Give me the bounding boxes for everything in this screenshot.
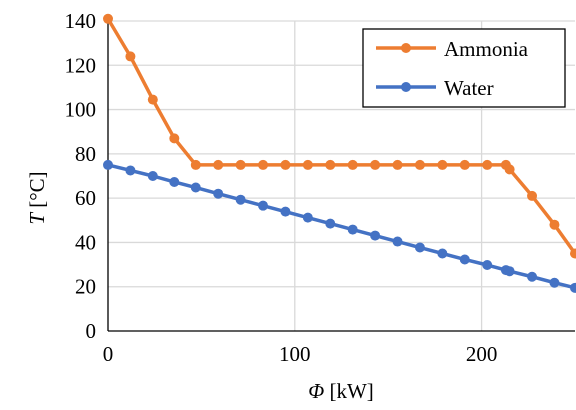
data-point-water bbox=[258, 200, 269, 211]
data-point-ammonia bbox=[235, 159, 246, 170]
x-axis-symbol: Φ bbox=[308, 379, 324, 403]
y-tick-label: 100 bbox=[65, 98, 97, 122]
legend-label-ammonia: Ammonia bbox=[444, 37, 529, 61]
data-point-water bbox=[570, 282, 576, 293]
x-tick-label: 100 bbox=[279, 342, 311, 366]
data-point-water bbox=[549, 277, 560, 288]
data-point-ammonia bbox=[125, 51, 136, 62]
data-point-ammonia bbox=[392, 159, 403, 170]
x-axis-label: Φ [kW] bbox=[308, 379, 374, 403]
data-point-ammonia bbox=[258, 159, 269, 170]
data-point-ammonia bbox=[213, 159, 224, 170]
y-tick-label: 80 bbox=[75, 142, 96, 166]
data-point-water bbox=[147, 171, 158, 181]
data-point-water bbox=[370, 230, 381, 241]
y-tick-label: 0 bbox=[86, 319, 97, 343]
data-point-ammonia bbox=[527, 190, 538, 201]
data-point-water bbox=[482, 260, 493, 271]
data-point-ammonia bbox=[302, 159, 313, 170]
x-tick-label: 0 bbox=[103, 342, 114, 366]
data-point-water bbox=[302, 212, 313, 223]
data-point-ammonia bbox=[459, 159, 470, 170]
legend: Ammonia Water bbox=[362, 28, 566, 108]
y-tick-label: 60 bbox=[75, 186, 96, 210]
x-axis-unit: [kW] bbox=[324, 379, 374, 403]
data-point-water bbox=[347, 224, 358, 235]
data-point-water bbox=[414, 242, 425, 253]
data-point-ammonia bbox=[437, 159, 448, 170]
data-point-ammonia bbox=[280, 159, 291, 170]
legend-item-ammonia: Ammonia bbox=[376, 37, 529, 61]
data-point-ammonia bbox=[370, 159, 381, 170]
x-tick-label: 200 bbox=[466, 342, 498, 366]
y-tick-label: 120 bbox=[65, 53, 97, 77]
data-point-ammonia bbox=[103, 13, 113, 24]
data-point-water bbox=[213, 188, 224, 199]
y-tick-label: 40 bbox=[75, 230, 96, 254]
y-axis-unit: [°C] bbox=[25, 171, 49, 213]
data-point-ammonia bbox=[190, 159, 201, 170]
data-point-water bbox=[325, 218, 336, 229]
legend-marker-ammonia bbox=[401, 43, 411, 53]
axes bbox=[107, 21, 575, 332]
data-point-water bbox=[459, 254, 470, 265]
legend-box bbox=[362, 28, 566, 108]
data-point-ammonia bbox=[414, 159, 425, 170]
legend-item-water: Water bbox=[376, 76, 494, 100]
data-point-water bbox=[169, 176, 180, 187]
tick-labels: 0 20 40 60 80 100 120 140 0 100 200 bbox=[65, 9, 498, 366]
data-point-water bbox=[527, 271, 538, 282]
data-point-ammonia bbox=[147, 94, 158, 105]
data-point-ammonia bbox=[325, 159, 336, 170]
data-point-ammonia bbox=[549, 219, 560, 230]
data-point-water bbox=[125, 165, 136, 176]
data-point-ammonia bbox=[169, 133, 180, 144]
y-axis-label: T [°C] bbox=[25, 171, 49, 224]
data-point-water bbox=[103, 159, 113, 170]
data-point-ammonia bbox=[347, 159, 358, 170]
data-point-ammonia bbox=[570, 248, 576, 259]
y-tick-label: 20 bbox=[75, 275, 96, 299]
legend-label-water: Water bbox=[444, 76, 494, 100]
data-point-water bbox=[437, 248, 448, 259]
data-point-water bbox=[280, 206, 291, 217]
data-point-water bbox=[504, 266, 515, 277]
data-point-water bbox=[392, 236, 403, 247]
series-layer bbox=[103, 13, 576, 293]
data-point-water bbox=[235, 194, 246, 205]
data-point-ammonia bbox=[482, 159, 493, 170]
data-point-water bbox=[190, 182, 201, 193]
y-axis-symbol: T bbox=[25, 212, 49, 225]
legend-marker-water bbox=[401, 82, 411, 92]
data-point-ammonia bbox=[504, 164, 515, 175]
y-tick-label: 140 bbox=[65, 9, 97, 33]
